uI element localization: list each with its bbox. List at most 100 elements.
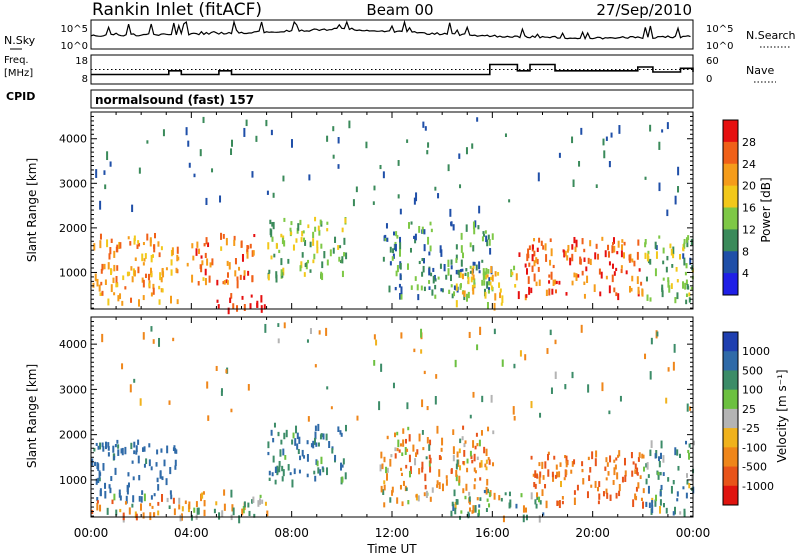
echo-cell	[415, 192, 418, 202]
echo-cell	[386, 237, 389, 242]
echo-cell	[579, 258, 582, 265]
echo-cell	[99, 292, 102, 297]
echo-cell	[124, 286, 127, 290]
echo-cell	[538, 237, 541, 243]
echo-cell	[561, 500, 564, 505]
echo-cell	[250, 294, 253, 298]
echo-cell	[330, 406, 333, 410]
echo-cell	[332, 126, 335, 132]
echo-cell	[536, 258, 539, 265]
echo-cell	[131, 460, 134, 464]
echo-cell	[470, 276, 473, 283]
echo-cell	[569, 257, 572, 266]
echo-cell	[436, 484, 439, 488]
echo-cell	[406, 139, 409, 143]
echo-cell	[616, 472, 619, 480]
echo-cell	[431, 487, 434, 493]
echo-cell	[645, 478, 648, 485]
echo-cell	[548, 274, 551, 278]
echo-cell	[691, 474, 694, 482]
echo-cell	[489, 247, 492, 255]
echo-cell	[672, 361, 675, 371]
echo-cell	[152, 254, 155, 258]
echo-cell	[430, 272, 433, 277]
echo-cell	[462, 461, 465, 465]
velocity-colorbar: 1000 500 100 25 -25 -100 -500 -1000	[722, 331, 774, 506]
echo-cell	[488, 277, 491, 283]
echo-cell	[204, 278, 207, 286]
echo-cell	[430, 228, 433, 233]
echo-cell	[304, 262, 307, 268]
echo-cell	[501, 295, 504, 304]
echo-cell	[297, 223, 300, 231]
echo-cell	[672, 253, 675, 259]
echo-cell	[450, 510, 453, 517]
echo-cell	[467, 511, 470, 519]
echo-cell	[621, 239, 624, 243]
echo-cell	[487, 269, 490, 274]
echo-cell	[289, 227, 292, 232]
echo-cell	[320, 271, 323, 280]
echo-cell	[197, 507, 200, 515]
freq-label: Freq.	[4, 55, 29, 66]
echo-cell	[433, 274, 436, 280]
echo-cell	[449, 208, 452, 217]
echo-cell	[420, 328, 423, 338]
echo-cell	[602, 138, 605, 146]
echo-cell	[173, 508, 176, 516]
echo-cell	[241, 295, 244, 300]
echo-cell	[473, 284, 476, 288]
echo-cell	[605, 275, 608, 280]
echo-cell	[119, 495, 122, 501]
echo-cell	[462, 252, 465, 259]
echo-cell	[469, 414, 472, 419]
echo-cell	[414, 276, 417, 281]
echo-cell	[161, 476, 164, 481]
echo-cell	[586, 491, 589, 499]
echo-cell	[397, 160, 400, 166]
colorbar-tick-label: 24	[742, 158, 756, 171]
echo-cell	[420, 349, 423, 354]
echo-cell	[651, 500, 654, 507]
echo-cell	[114, 443, 117, 448]
echo-cell	[637, 286, 640, 295]
echo-cell	[688, 452, 691, 460]
echo-cell	[660, 484, 663, 490]
echo-cell	[609, 494, 612, 501]
echo-cell	[454, 501, 457, 510]
echo-cell	[685, 279, 688, 285]
echo-cell	[590, 484, 593, 488]
echo-cell	[117, 449, 120, 456]
echo-cell	[117, 444, 120, 449]
echo-cell	[558, 152, 561, 158]
echo-cell	[524, 263, 527, 268]
x-tick-label: 20:00	[575, 526, 610, 540]
echo-cell	[494, 293, 497, 301]
echo-cell	[461, 273, 464, 280]
echo-cell	[616, 251, 619, 255]
echo-cell	[455, 470, 458, 477]
echo-cell	[383, 480, 386, 485]
echo-cell	[252, 496, 255, 503]
echo-cell	[682, 281, 685, 289]
echo-cell	[614, 464, 617, 470]
echo-cell	[372, 201, 375, 205]
echo-cell	[378, 401, 381, 411]
echo-cell	[548, 288, 551, 296]
colorbar-segment	[723, 251, 738, 274]
echo-cell	[236, 280, 239, 289]
echo-cell	[598, 268, 601, 275]
echo-cell	[99, 233, 102, 240]
echo-cell	[174, 448, 177, 454]
echo-cell	[485, 448, 488, 457]
echo-cell	[564, 250, 567, 257]
colorbar-segment	[723, 185, 738, 208]
echo-cell	[310, 443, 313, 448]
cpid-frame	[90, 89, 694, 109]
echo-cell	[383, 484, 386, 491]
echo-cell	[102, 446, 105, 452]
echo-cell	[283, 217, 286, 222]
echo-cell	[565, 469, 568, 476]
echo-cell	[116, 265, 119, 271]
